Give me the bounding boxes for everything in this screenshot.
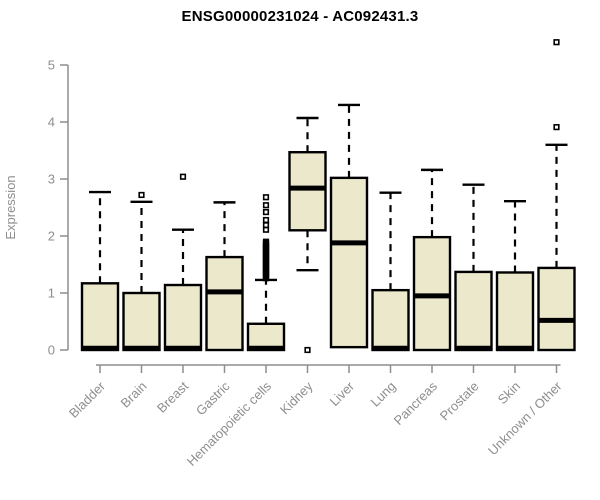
box-rect <box>454 270 493 352</box>
chart-title: ENSG00000231024 - AC092431.3 <box>181 8 419 25</box>
outlier-point <box>262 194 270 201</box>
box-rect <box>371 288 410 352</box>
box-rect <box>495 271 535 352</box>
box-rect <box>163 283 203 352</box>
outlier-point <box>179 173 187 180</box>
outlier-point <box>262 208 270 216</box>
box-gastric <box>205 201 244 352</box>
y-axis-title: Expression <box>3 175 18 239</box>
box-rect <box>80 282 120 352</box>
outlier-point <box>138 191 145 199</box>
x-tick-label-unknown-other: Unknown / Other <box>485 378 565 458</box>
x-tick-label-prostate: Prostate <box>437 379 482 424</box>
box-kidney <box>288 116 327 354</box>
x-tick-label-pancreas: Pancreas <box>391 378 441 428</box>
box-lung <box>371 191 410 352</box>
x-tick-label-gastric: Gastric <box>193 378 233 418</box>
x-tick-label-brain: Brain <box>118 379 150 411</box>
box-liver <box>329 103 369 349</box>
y-axis: 0 1 2 3 4 5 Expression <box>3 58 69 358</box>
box-brain <box>122 191 161 352</box>
y-tick-label: 4 <box>48 115 55 130</box>
box-skin <box>495 200 535 352</box>
box-hematopoietic-cells <box>246 194 286 352</box>
x-tick-label-skin: Skin <box>495 379 523 407</box>
x-tick-label-breast: Breast <box>154 378 191 415</box>
box-rect <box>205 255 244 352</box>
outlier-point <box>553 124 560 131</box>
box-rect <box>288 151 327 232</box>
box-unknown-other <box>537 39 576 352</box>
x-tick-label-bladder: Bladder <box>66 378 109 421</box>
box-rect <box>329 176 369 349</box>
x-tick-label-lung: Lung <box>368 379 399 410</box>
outlier-point <box>262 216 270 224</box>
outlier-point <box>262 222 270 229</box>
x-tick-label-kidney: Kidney <box>277 378 316 417</box>
outlier-point <box>262 238 270 245</box>
box-pancreas <box>412 168 452 352</box>
box-breast <box>163 173 203 352</box>
box-bladder <box>80 190 120 352</box>
y-tick-label: 3 <box>48 172 55 187</box>
box-rect <box>122 291 161 352</box>
outlier-point <box>553 39 560 46</box>
outlier-point <box>304 346 311 354</box>
y-tick-label: 1 <box>48 286 55 301</box>
box-rect <box>537 266 576 352</box>
y-tick-label: 2 <box>48 229 55 244</box>
box-rect <box>246 322 286 352</box>
y-tick-label: 0 <box>48 343 55 358</box>
x-tick-label-liver: Liver <box>327 378 358 409</box>
box-prostate <box>454 183 493 352</box>
outlier-point <box>262 202 270 209</box>
y-tick-label: 5 <box>48 58 55 73</box>
